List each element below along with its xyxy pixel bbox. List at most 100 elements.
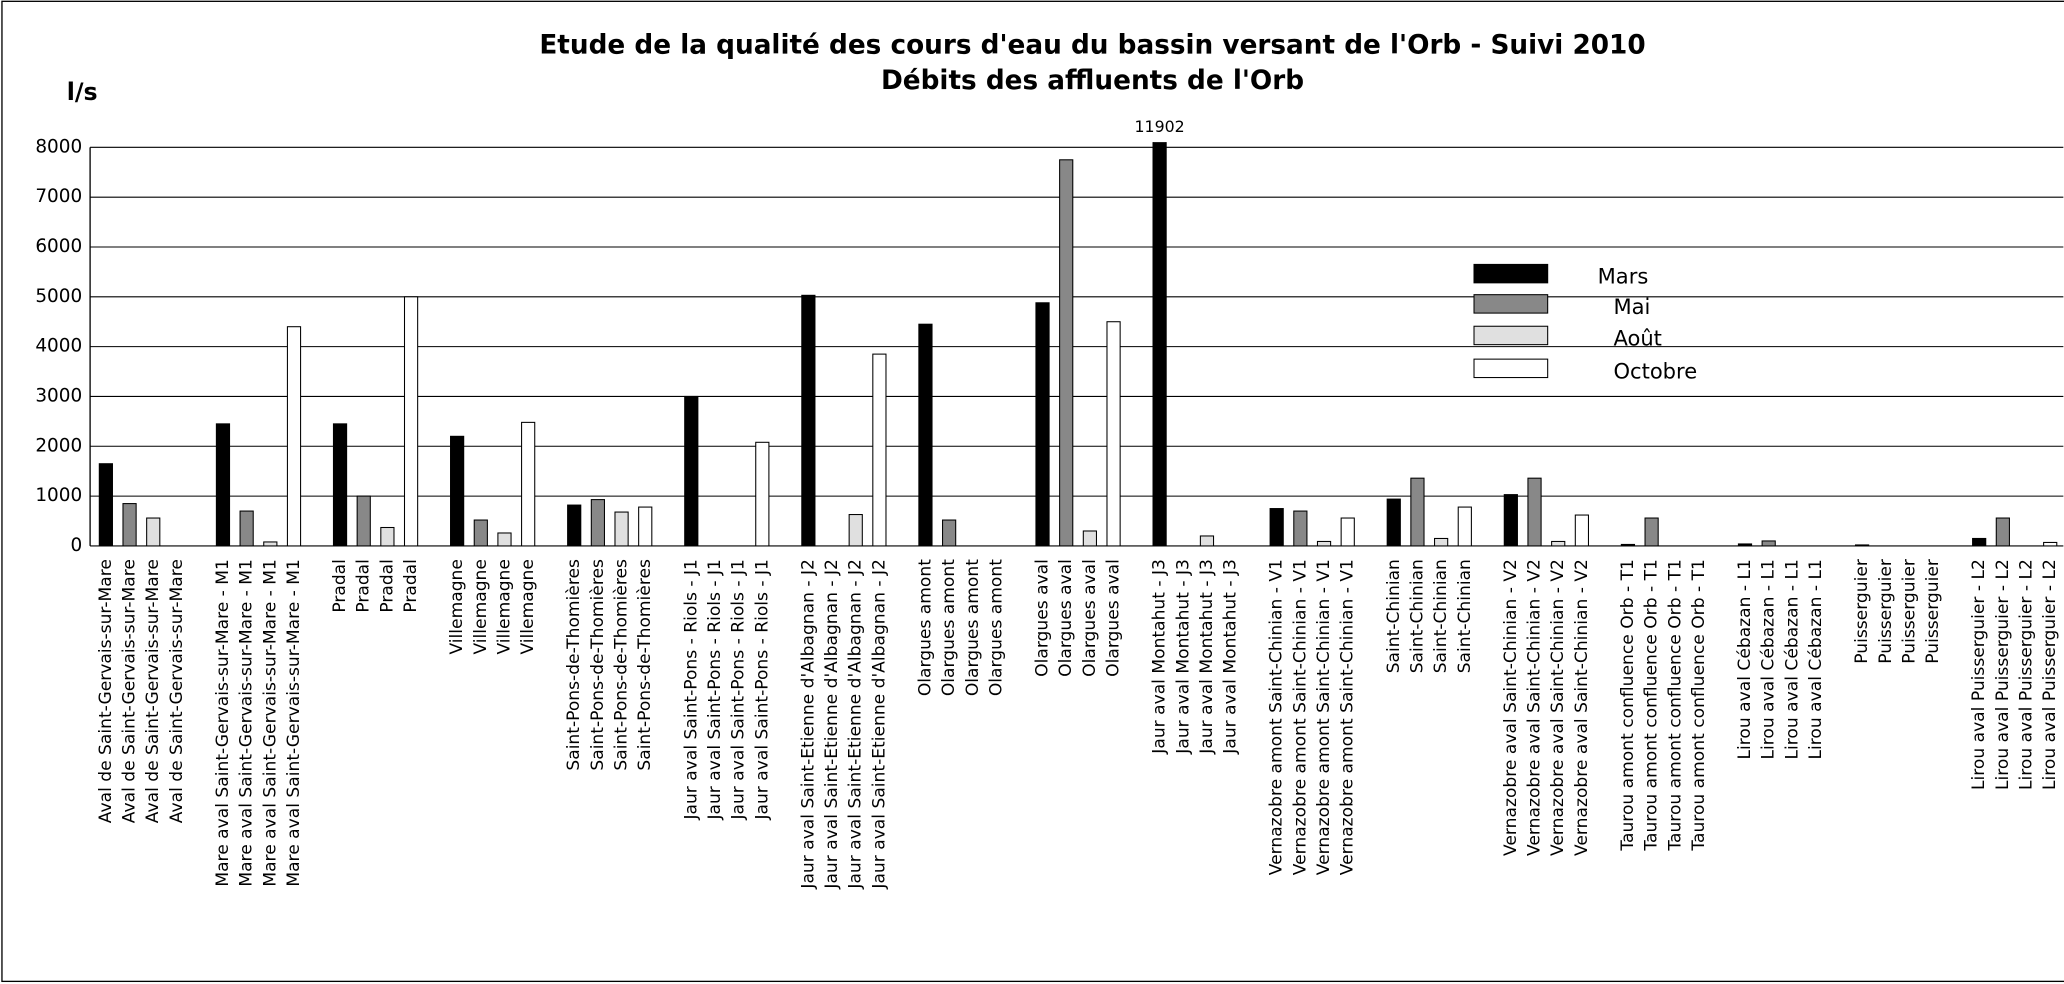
x-tick-label: Villemagne bbox=[494, 559, 514, 654]
x-tick-label: Jaur aval Montahut - J3 bbox=[1150, 559, 1170, 755]
bar bbox=[1410, 477, 1425, 547]
x-tick-label: Olargues aval bbox=[1056, 559, 1076, 677]
x-tick-label: Pradal bbox=[401, 559, 421, 613]
y-tick-label: 8000 bbox=[35, 136, 82, 157]
y-tick-label: 4000 bbox=[35, 336, 82, 357]
x-tick-label: Vernazobre aval Saint-Chinian - V2 bbox=[1548, 559, 1568, 856]
bar bbox=[98, 463, 113, 547]
bar bbox=[755, 441, 770, 547]
x-tick-label: Saint-Pons-de-Thomières bbox=[612, 559, 632, 771]
x-tick-label: Taurou amont confluence Orb - T1 bbox=[1642, 559, 1662, 852]
bar bbox=[1854, 544, 1870, 547]
bar bbox=[1035, 302, 1050, 547]
bar bbox=[614, 511, 629, 547]
x-tick-label: Vernazobre amont Saint-Chinian - V1 bbox=[1290, 559, 1310, 875]
y-tick-label: 3000 bbox=[35, 385, 82, 406]
bar bbox=[403, 296, 419, 547]
bar bbox=[942, 519, 957, 547]
x-tick-label: Taurou amont confluence Orb - T1 bbox=[1665, 559, 1685, 852]
legend-label: Août bbox=[1613, 325, 1661, 350]
bar bbox=[239, 510, 254, 547]
x-tick-label: Saint-Pons-de-Thomières bbox=[635, 559, 655, 771]
x-tick-label: Mare aval Saint-Gervais-sur-Mare - M1 bbox=[260, 559, 280, 887]
y-tick-label: 1000 bbox=[35, 485, 82, 506]
x-tick-label: Jaur aval Saint-Etienne d'Albagnan - J2 bbox=[869, 559, 889, 890]
x-tick-label: Vernazobre amont Saint-Chinian - V1 bbox=[1267, 559, 1287, 875]
x-tick-label: Aval de Saint-Gervais-sur-Mare bbox=[96, 559, 116, 823]
bar bbox=[1644, 517, 1659, 547]
x-tick-label: Olargues aval bbox=[1104, 559, 1124, 677]
bar bbox=[286, 326, 302, 547]
x-tick-label: Lirou aval Puisserguier - L2 bbox=[1993, 559, 2013, 790]
bar bbox=[215, 423, 231, 547]
x-tick-label: Puisserguier bbox=[1899, 558, 1919, 664]
bar bbox=[1106, 321, 1121, 547]
x-tick-label: Pradal bbox=[354, 559, 374, 613]
x-tick-label: Lirou aval Cébazan - L1 bbox=[1759, 559, 1779, 759]
bar bbox=[2043, 541, 2058, 547]
y-tick-label: 7000 bbox=[35, 186, 82, 207]
x-tick-label: Jaur aval Saint-Etienne d'Albagnan - J2 bbox=[846, 559, 866, 890]
legend-swatch bbox=[1473, 294, 1549, 314]
bar bbox=[1293, 510, 1308, 547]
legend-label: Mai bbox=[1613, 294, 1650, 319]
x-tick-label: Taurou amont confluence Orb - T1 bbox=[1618, 559, 1638, 852]
bar bbox=[1434, 537, 1449, 547]
x-tick-label: Olargues amont bbox=[963, 559, 983, 696]
bar bbox=[848, 514, 863, 547]
legend-swatch bbox=[1473, 358, 1549, 379]
bar bbox=[801, 294, 816, 547]
bar bbox=[332, 423, 348, 547]
legend-label: Octobre bbox=[1613, 358, 1697, 383]
bar bbox=[473, 519, 488, 547]
bar bbox=[1551, 540, 1566, 547]
x-tick-label: Vernazobre aval Saint-Chinian - V2 bbox=[1572, 559, 1592, 856]
x-tick-label: Saint-Chinian bbox=[1384, 559, 1404, 673]
bar bbox=[356, 495, 371, 547]
x-tick-label: Jaur aval Saint-Pons - Riols - J1 bbox=[729, 559, 749, 820]
x-tick-label: Puisserguier bbox=[1852, 558, 1872, 664]
chart-title: Etude de la qualité des cours d'eau du b… bbox=[539, 31, 1645, 61]
x-tick-label: Aval de Saint-Gervais-sur-Mare bbox=[143, 559, 163, 823]
x-tick-label: Jaur aval Saint-Pons - Riols - J1 bbox=[752, 559, 772, 820]
bar bbox=[638, 506, 653, 547]
bar bbox=[497, 532, 512, 547]
x-tick-label: Jaur aval Saint-Pons - Riols - J1 bbox=[681, 559, 701, 820]
bar bbox=[380, 526, 395, 547]
bar bbox=[122, 503, 137, 547]
bar bbox=[521, 421, 536, 547]
bar bbox=[1059, 159, 1074, 547]
x-tick-label: Saint-Pons-de-Thomières bbox=[588, 559, 608, 771]
plot-area bbox=[98, 142, 2058, 547]
x-tick-label: Lirou aval Cébazan - L1 bbox=[1806, 559, 1826, 759]
bar bbox=[1503, 494, 1518, 547]
x-tick-label: Jaur aval Montahut - J3 bbox=[1197, 559, 1217, 755]
bar bbox=[567, 504, 582, 547]
bar bbox=[1269, 508, 1284, 547]
bar bbox=[1527, 477, 1542, 547]
x-tick-label: Puisserguier bbox=[1923, 558, 1943, 664]
x-tick-label: Olargues amont bbox=[986, 559, 1006, 696]
x-tick-label: Pradal bbox=[377, 559, 397, 613]
x-tick-label: Lirou aval Cébazan - L1 bbox=[1782, 559, 1802, 759]
y-tick-label: 0 bbox=[70, 535, 82, 556]
legend-label: Mars bbox=[1598, 264, 1649, 289]
x-tick-label: Mare aval Saint-Gervais-sur-Mare - M1 bbox=[213, 559, 233, 887]
x-tick-label: Aval de Saint-Gervais-sur-Mare bbox=[120, 559, 140, 823]
x-tick-label: Villemagne bbox=[471, 559, 491, 654]
bar bbox=[1972, 537, 1987, 547]
bar bbox=[1995, 517, 2010, 547]
y-tick-label: 5000 bbox=[35, 286, 82, 307]
x-tick-label: Villemagne bbox=[447, 559, 467, 654]
x-tick-label: Lirou aval Puisserguier - L2 bbox=[2040, 559, 2060, 790]
bar bbox=[918, 323, 933, 547]
y-axis-label: l/s bbox=[67, 78, 98, 106]
bar bbox=[1316, 540, 1332, 547]
x-tick-label: Vernazobre aval Saint-Chinian - V2 bbox=[1501, 559, 1521, 856]
x-tick-label: Saint-Chinian bbox=[1407, 559, 1427, 673]
x-tick-label: Mare aval Saint-Gervais-sur-Mare - M1 bbox=[284, 559, 304, 887]
x-tick-label: Taurou amont confluence Orb - T1 bbox=[1689, 559, 1709, 852]
